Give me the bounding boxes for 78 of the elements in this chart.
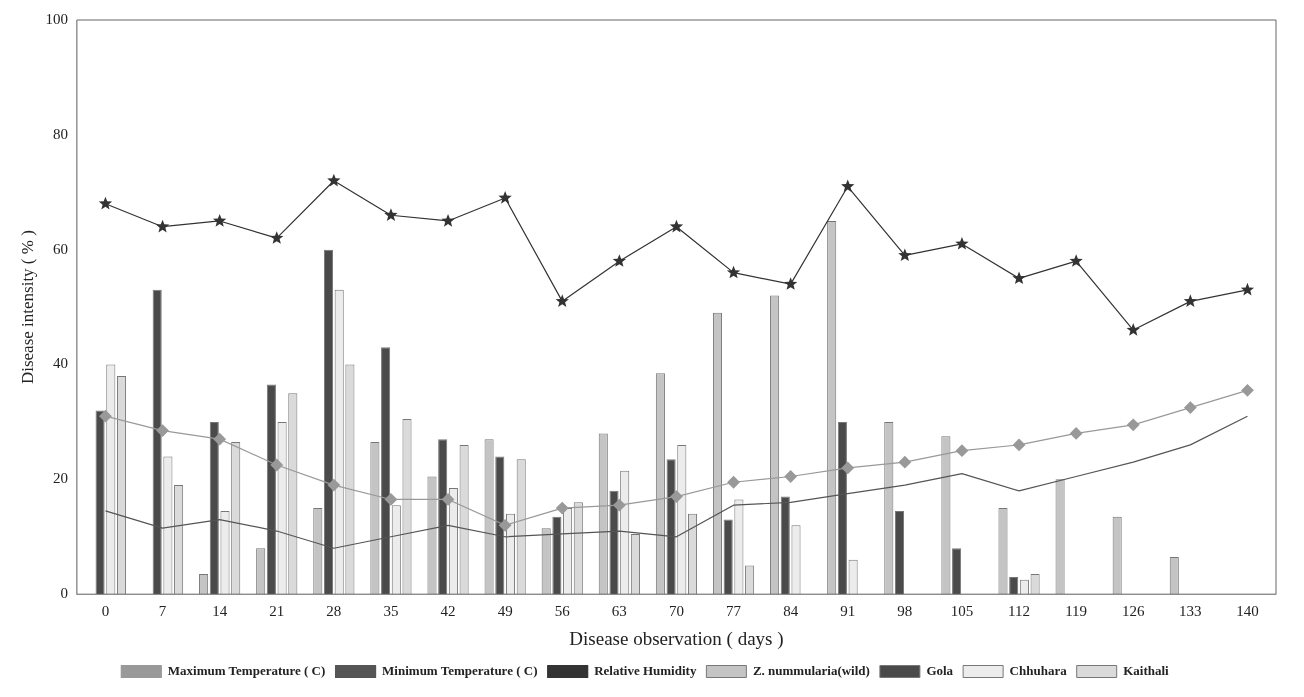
legend-label: Gola xyxy=(926,662,954,678)
y-tick-label: 20 xyxy=(52,470,68,487)
x-tick-label: 7 xyxy=(158,603,167,620)
point xyxy=(384,493,397,506)
y-axis-title: Disease intensity ( % ) xyxy=(17,230,37,385)
point xyxy=(1240,282,1255,296)
point xyxy=(327,173,341,187)
point xyxy=(1069,254,1083,267)
y-tick-label: 80 xyxy=(52,125,68,142)
x-tick-label: 119 xyxy=(1065,603,1088,620)
x-axis-title: Disease observation ( days ) xyxy=(569,627,784,650)
x-tick-label: 14 xyxy=(212,603,228,620)
x-tick-label: 21 xyxy=(269,603,285,620)
point xyxy=(1183,294,1198,308)
y-tick-label: 0 xyxy=(60,585,68,602)
y-tick-label: 40 xyxy=(52,355,68,372)
point xyxy=(1126,323,1140,336)
x-tick-label: 35 xyxy=(383,603,399,620)
x-tick-label: 77 xyxy=(726,603,742,620)
point xyxy=(327,479,340,492)
x-tick-label: 126 xyxy=(1122,603,1145,620)
point xyxy=(212,213,227,227)
x-tick-label: 42 xyxy=(440,603,456,620)
legend-label: Z. nummularia(wild) xyxy=(752,662,870,678)
point xyxy=(783,277,798,290)
point xyxy=(726,265,741,279)
legend-label: Kaithali xyxy=(1123,662,1170,678)
x-tick-label: 140 xyxy=(1236,603,1259,620)
point xyxy=(1013,438,1026,451)
point xyxy=(841,179,855,193)
y-tick-label: 100 xyxy=(45,10,68,27)
point xyxy=(898,456,911,469)
point xyxy=(270,459,283,472)
point xyxy=(1012,271,1026,285)
point xyxy=(1070,427,1083,440)
x-tick-label: 133 xyxy=(1179,603,1202,620)
point xyxy=(384,208,398,221)
legend-label: Maximum Temperature ( C) xyxy=(167,662,326,678)
point xyxy=(955,236,969,250)
point xyxy=(213,433,226,446)
point xyxy=(155,219,170,233)
point xyxy=(1127,418,1140,431)
x-tick-label: 105 xyxy=(950,603,974,620)
point xyxy=(784,470,797,483)
point xyxy=(442,493,455,506)
point xyxy=(841,461,854,474)
x-tick-label: 0 xyxy=(101,603,110,620)
point xyxy=(98,196,113,210)
legend-label: Minimum Temperature ( C) xyxy=(382,662,538,678)
point xyxy=(612,254,627,267)
point xyxy=(669,219,684,233)
point xyxy=(670,490,683,503)
point xyxy=(270,231,284,244)
point xyxy=(555,294,569,308)
point xyxy=(441,213,455,227)
point xyxy=(498,191,512,204)
legend-label: Relative Humidity xyxy=(594,662,697,678)
point xyxy=(156,424,169,437)
x-tick-label: 91 xyxy=(840,603,856,620)
point xyxy=(99,410,112,423)
x-tick-label: 84 xyxy=(783,603,799,620)
x-tick-label: 63 xyxy=(611,603,627,620)
x-tick-label: 112 xyxy=(1008,603,1031,620)
point xyxy=(613,499,626,512)
y-tick-label: 60 xyxy=(52,240,68,257)
point xyxy=(727,476,740,489)
x-tick-label: 98 xyxy=(897,603,913,620)
point xyxy=(898,248,912,262)
point xyxy=(556,502,569,515)
point xyxy=(1241,384,1254,397)
point xyxy=(955,444,968,457)
point xyxy=(1184,401,1197,414)
legend-label: Chhuhara xyxy=(1009,662,1068,678)
point xyxy=(499,519,512,532)
x-tick-label: 56 xyxy=(554,603,571,620)
x-tick-label: 70 xyxy=(668,603,684,620)
x-tick-label: 28 xyxy=(326,603,342,620)
x-tick-label: 49 xyxy=(497,603,513,620)
